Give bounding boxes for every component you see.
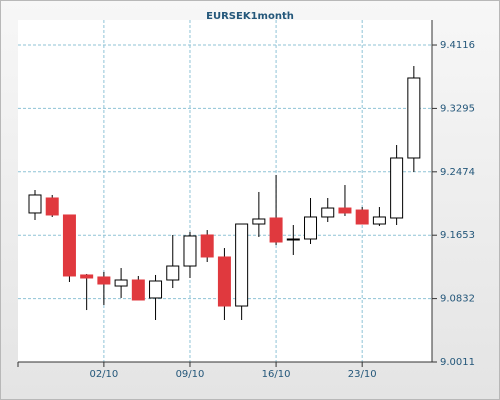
x-tick-label: 23/10 bbox=[348, 369, 377, 380]
candle-body bbox=[286, 238, 300, 241]
candle-body bbox=[321, 207, 335, 218]
candle-body bbox=[338, 207, 352, 214]
candle-body bbox=[114, 279, 128, 287]
candle-body bbox=[407, 77, 421, 159]
y-tick-label: 9.0832 bbox=[440, 294, 475, 305]
y-tick-label: 9.2474 bbox=[440, 167, 475, 178]
candle-body bbox=[252, 218, 266, 225]
chart-title: EURSEK1month bbox=[206, 11, 294, 22]
candle-body bbox=[183, 235, 197, 267]
candle-body bbox=[355, 209, 369, 225]
candle-body bbox=[217, 256, 231, 307]
candle-body bbox=[166, 265, 180, 281]
candle-body bbox=[304, 216, 318, 240]
candle-body bbox=[200, 234, 214, 258]
candle-body bbox=[131, 279, 145, 301]
y-tick-label: 9.4116 bbox=[440, 40, 475, 51]
x-tick-label: 09/10 bbox=[176, 369, 205, 380]
plot-area bbox=[18, 20, 432, 362]
candle-body bbox=[269, 217, 283, 243]
candle-body bbox=[80, 274, 94, 279]
y-tick-label: 9.0011 bbox=[440, 357, 475, 368]
candle-body bbox=[28, 194, 42, 214]
candle-body bbox=[149, 280, 163, 299]
y-tick-label: 9.1653 bbox=[440, 230, 475, 241]
candle-body bbox=[372, 216, 386, 225]
candle-body bbox=[45, 197, 59, 216]
y-tick-label: 9.3295 bbox=[440, 103, 475, 114]
x-tick-label: 16/10 bbox=[262, 369, 291, 380]
candle-body bbox=[390, 157, 404, 219]
candle-body bbox=[235, 223, 249, 307]
x-tick-label: 02/10 bbox=[89, 369, 118, 380]
candle-body bbox=[97, 276, 111, 285]
candle-body bbox=[62, 214, 76, 277]
